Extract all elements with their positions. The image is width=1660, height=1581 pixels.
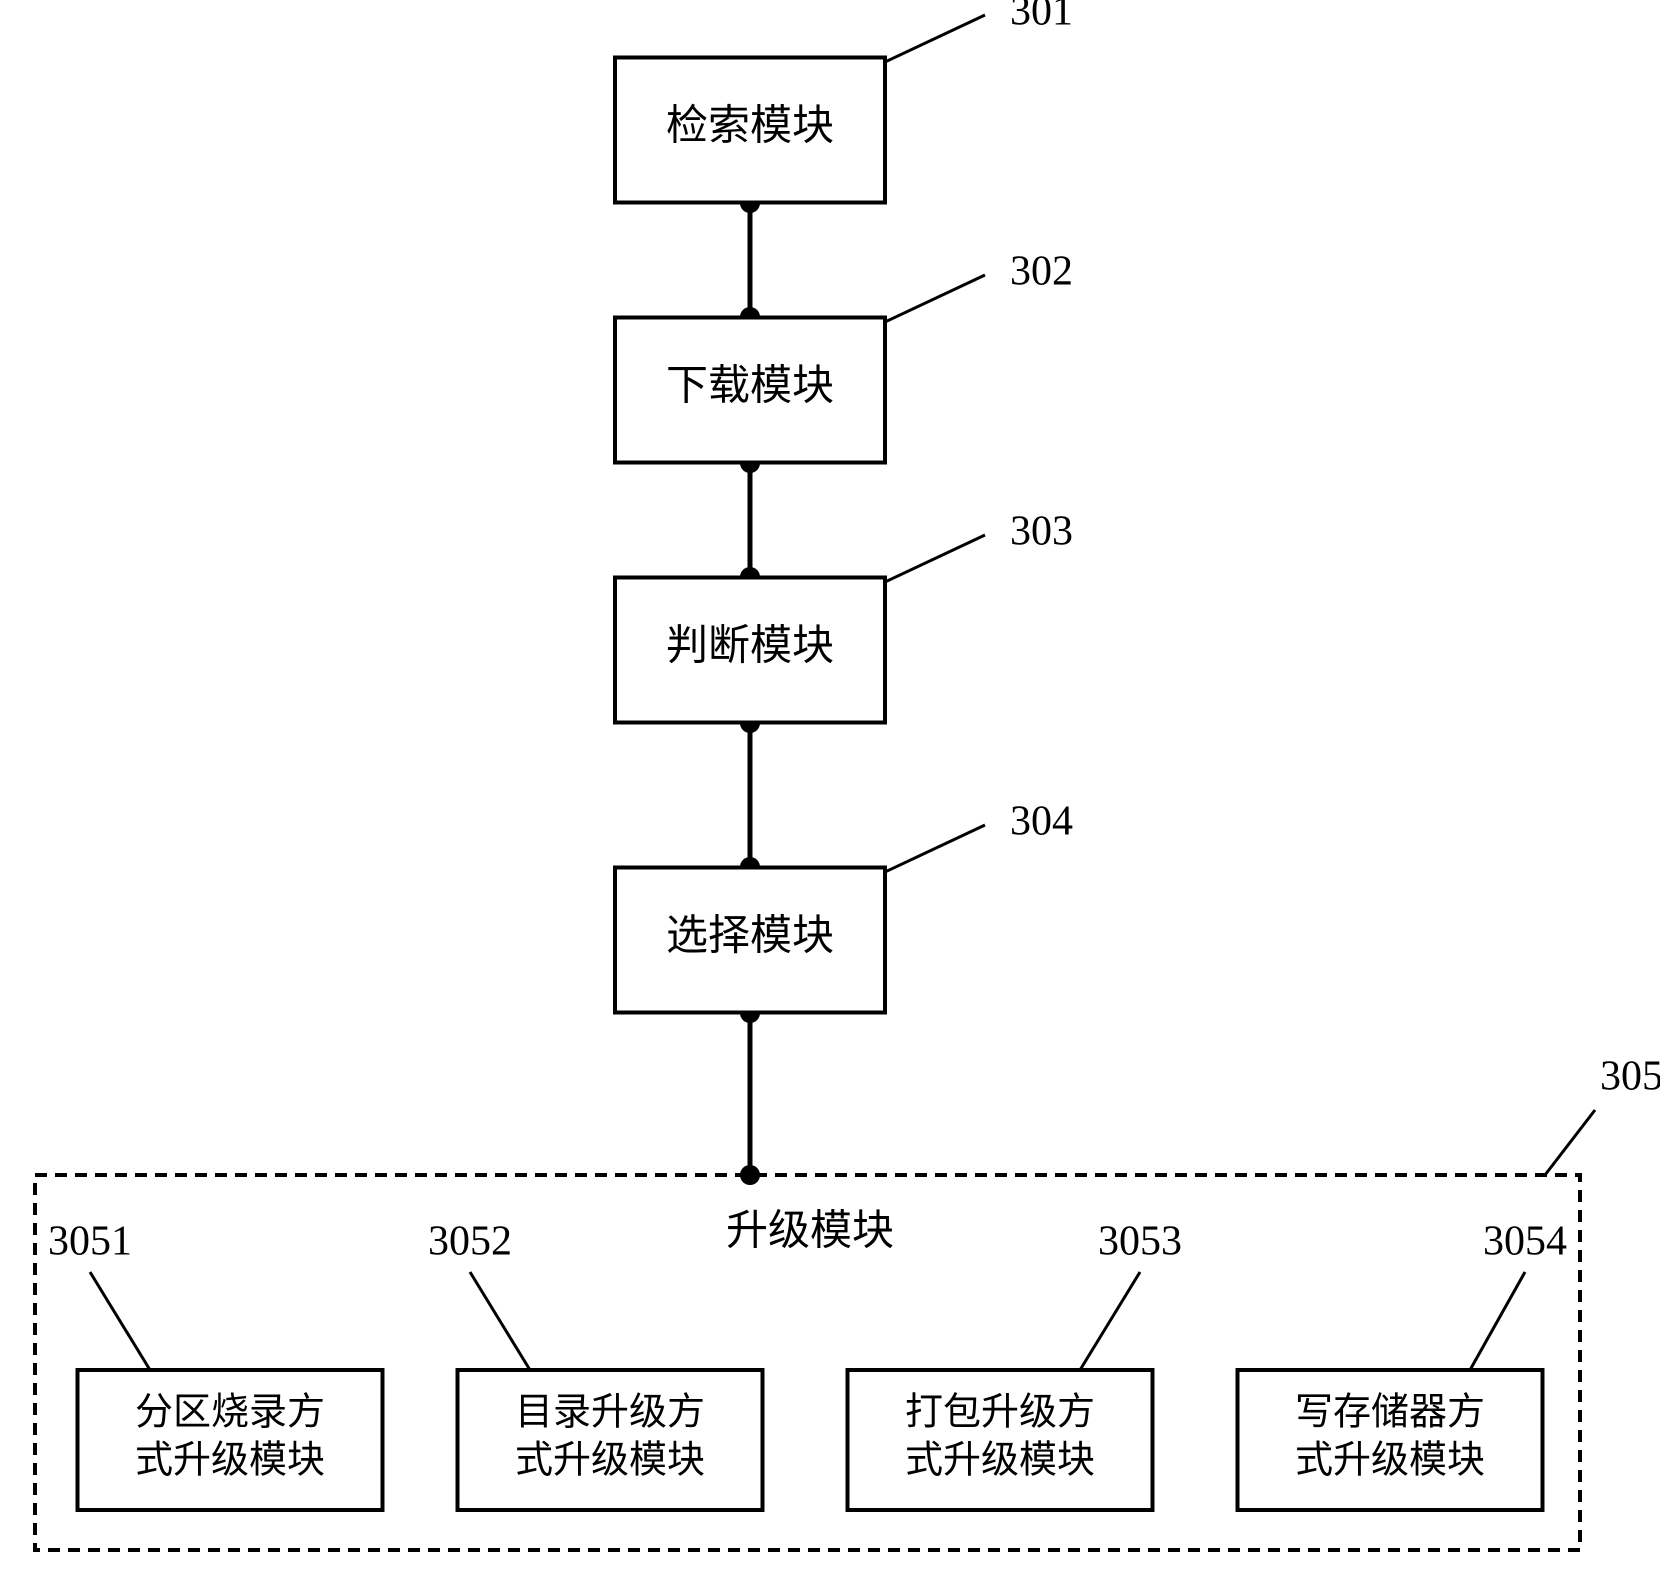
sub-module-id-label: 3054 <box>1483 1219 1567 1265</box>
flowchart-diagram: 305 升级模块 检索模块 301 下载模块 302 判断模块 303 选择模块 304 分区烧录方… <box>0 0 1660 1581</box>
sub-module-label-line2: 式升级模块 <box>1295 1440 1485 1482</box>
leader-line <box>470 1272 530 1370</box>
sub-module-label-line1: 目录升级方 <box>515 1392 705 1434</box>
module-label: 下载模块 <box>666 364 834 410</box>
sub-module-label-line1: 写存储器方 <box>1295 1392 1485 1434</box>
module-id-label: 303 <box>1010 509 1073 555</box>
leader-line <box>885 535 985 582</box>
module-label: 检索模块 <box>666 103 834 150</box>
module-id-label: 302 <box>1010 249 1073 295</box>
sub-module-label-line2: 式升级模块 <box>905 1440 1095 1482</box>
module-label: 判断模块 <box>666 624 834 670</box>
sub-module-id-label: 3053 <box>1098 1219 1182 1265</box>
sub-module-id-label: 3052 <box>428 1219 512 1265</box>
leader-line <box>1545 1110 1595 1175</box>
group-id-label: 305 <box>1600 1054 1660 1100</box>
module-label: 选择模块 <box>666 914 834 960</box>
sub-module-label-line2: 式升级模块 <box>135 1440 325 1482</box>
group-title: 升级模块 <box>726 1209 894 1255</box>
module-id-label: 301 <box>1010 0 1073 35</box>
sub-module-id-label: 3051 <box>48 1219 132 1265</box>
leader-line <box>90 1272 150 1370</box>
leader-line <box>885 825 985 872</box>
sub-module-label-line1: 打包升级方 <box>905 1392 1095 1434</box>
leader-line <box>885 275 985 322</box>
module-id-label: 304 <box>1010 799 1073 845</box>
sub-module-label-line1: 分区烧录方 <box>135 1392 325 1434</box>
leader-line <box>1470 1272 1525 1370</box>
leader-line <box>885 15 985 62</box>
sub-module-label-line2: 式升级模块 <box>515 1440 705 1482</box>
leader-line <box>1080 1272 1140 1370</box>
